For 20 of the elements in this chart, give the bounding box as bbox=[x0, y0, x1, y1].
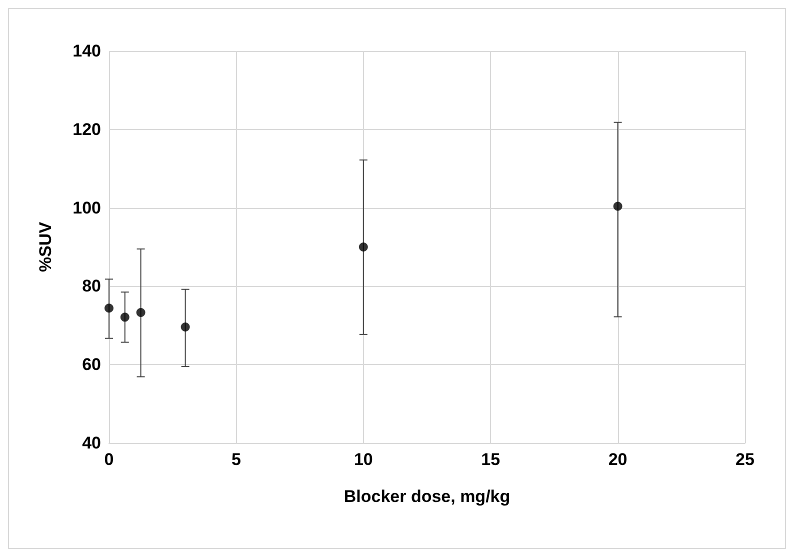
x-tick-label: 20 bbox=[608, 450, 628, 469]
y-tick-label: 80 bbox=[82, 276, 101, 296]
point bbox=[358, 242, 368, 252]
x-axis-title: Blocker dose, mg/kg bbox=[344, 487, 510, 506]
x-tick-label: 15 bbox=[481, 450, 500, 469]
point bbox=[120, 312, 130, 322]
y-tick-label: 60 bbox=[82, 355, 101, 374]
y-tick-label: 100 bbox=[72, 198, 101, 218]
x-tick-label: 10 bbox=[354, 450, 373, 469]
point bbox=[104, 304, 114, 313]
point bbox=[180, 322, 190, 332]
point bbox=[136, 308, 146, 317]
y-tick-label: 40 bbox=[82, 434, 101, 452]
y-tick-label: 120 bbox=[72, 120, 101, 139]
point bbox=[613, 202, 622, 211]
y-tick-label: 140 bbox=[72, 42, 101, 60]
x-tick-label: 25 bbox=[736, 450, 754, 469]
x-tick-label: 5 bbox=[231, 450, 241, 469]
y-axis-title: %SUV bbox=[36, 221, 55, 272]
x-tick-label: 0 bbox=[104, 450, 114, 469]
